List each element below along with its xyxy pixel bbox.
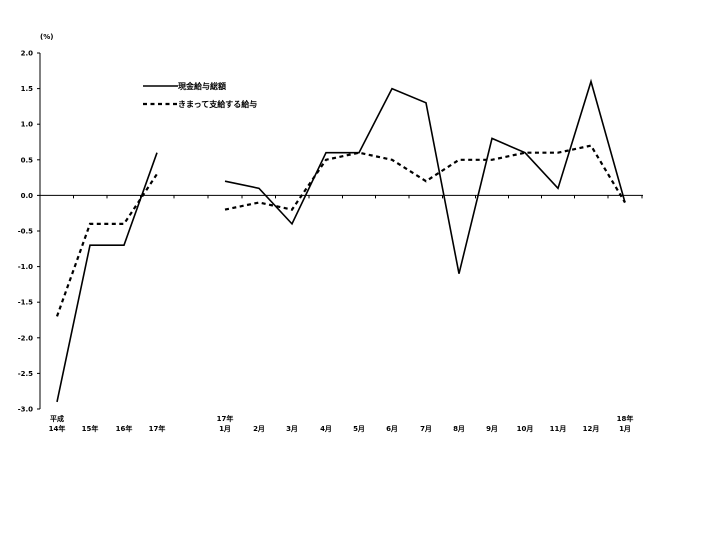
x-tick-label: 6月: [386, 425, 398, 433]
x-tick-label: 9月: [486, 425, 498, 433]
x-tick-label: 14年: [49, 424, 66, 433]
x-tick-label: 1月: [219, 425, 231, 433]
series-line-total-cash-earnings: [56, 152, 158, 403]
x-tick-label: 平成: [50, 414, 64, 423]
y-tick-label: 1.5: [21, 85, 34, 93]
y-tick-label: -1.0: [18, 263, 33, 271]
legend-label: 現金給与総額: [178, 81, 226, 91]
x-tick-label: 2月: [253, 425, 265, 433]
y-tick-label: 1.0: [21, 121, 34, 129]
y-tick-label: -3.0: [18, 406, 33, 414]
y-unit-label: (%): [40, 33, 53, 41]
y-tick-label: -2.0: [18, 334, 33, 342]
x-tick-label: 4月: [320, 425, 332, 433]
legend-label: きまって支給する給与: [178, 99, 257, 109]
y-tick-label: -1.5: [18, 299, 33, 307]
x-tick-label: 10月: [517, 425, 534, 433]
x-tick-label: 7月: [420, 425, 432, 433]
y-tick-label: 0.5: [21, 156, 34, 164]
x-tick-label: 5月: [353, 425, 365, 433]
x-tick-label: 17年: [217, 414, 234, 423]
y-tick-label: -2.5: [18, 370, 33, 378]
y-axis: 2.0 1.5 1.0 0.5 0.0 -0.5 -1.0 -1.5 -2.0 -2.5 -3.0: [18, 50, 41, 414]
series-line-total-cash-earnings: [224, 78, 626, 274]
y-tick-label: -0.5: [18, 228, 33, 236]
x-tick-label: 12月: [583, 425, 600, 433]
x-tick-label: 11月: [550, 425, 567, 433]
y-tick-label: 2.0: [21, 50, 34, 58]
series-line-scheduled-earnings: [224, 144, 626, 211]
series-lines: [55, 78, 626, 403]
x-tick-label: 18年: [617, 414, 634, 423]
x-tick-label: 1月: [619, 425, 631, 433]
series-line-scheduled-earnings: [55, 173, 158, 317]
x-tick-label: 15年: [82, 424, 99, 433]
x-tick-label: 17年: [149, 424, 166, 433]
x-tick-label: 16年: [116, 424, 133, 433]
x-tick-label: 8月: [453, 425, 465, 433]
y-tick-label: 0.0: [21, 192, 34, 200]
x-tick-label: 3月: [286, 425, 298, 433]
